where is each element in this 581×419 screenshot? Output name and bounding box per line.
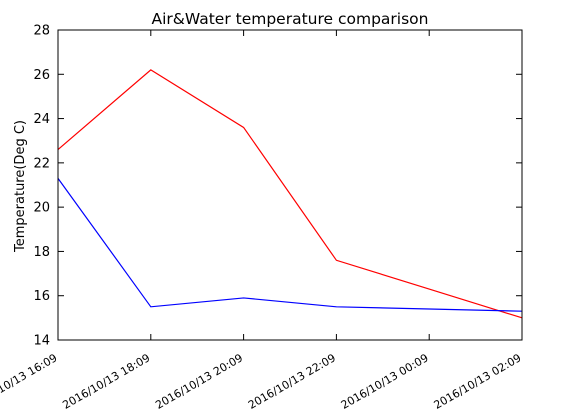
y-tick-label: 14 <box>33 334 50 349</box>
y-tick-label: 24 <box>33 112 50 127</box>
series-line-2 <box>57 178 523 312</box>
y-tick-label: 22 <box>33 156 50 171</box>
chart-title: Air&Water temperature comparison <box>152 10 429 28</box>
x-tick-label: 2016/10/13 02:09 <box>432 351 524 412</box>
x-tick-label: 2016/10/13 18:09 <box>60 351 152 412</box>
y-tick-label: 18 <box>33 245 50 260</box>
y-tick-label: 20 <box>33 201 50 216</box>
y-tick-label: 26 <box>33 68 50 83</box>
plot-frame <box>57 29 523 341</box>
y-tick-label: 28 <box>33 24 50 39</box>
x-tick-label: 2016/10/13 00:09 <box>339 351 431 412</box>
series-layer <box>57 69 523 319</box>
x-tick-label: 2016/10/13 16:09 <box>0 351 60 412</box>
y-tick-label: 16 <box>33 289 50 304</box>
x-tick-label: 2016/10/13 22:09 <box>246 351 338 412</box>
x-tick-label: 2016/10/13 20:09 <box>153 351 245 412</box>
series-line-1 <box>57 69 523 319</box>
y-axis-label: Temperature(Deg C) <box>13 120 28 253</box>
